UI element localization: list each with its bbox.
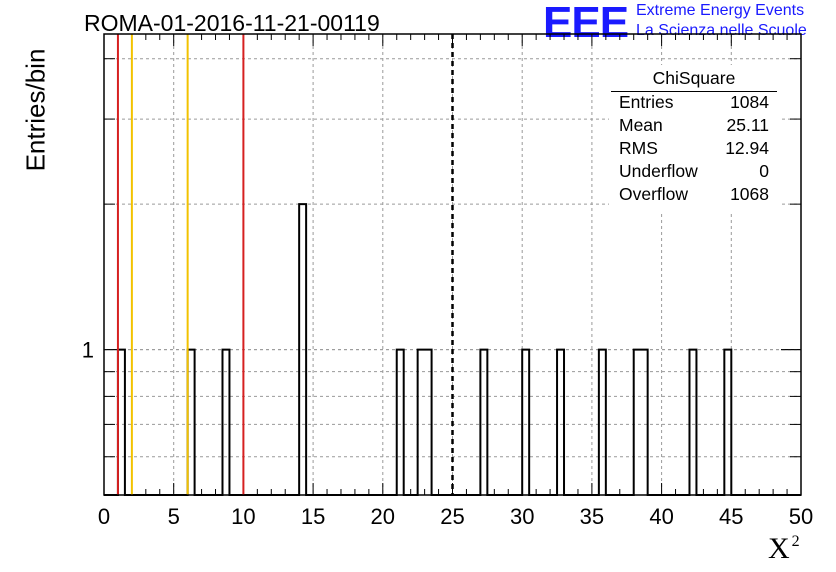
- x-tick-label: 35: [580, 504, 604, 529]
- x-tick-label: 10: [231, 504, 255, 529]
- eee-logo: EEE: [543, 0, 629, 47]
- plot-frame: [103, 33, 802, 496]
- stats-row: RMS 12.94: [619, 138, 769, 160]
- stats-value: 12.94: [725, 138, 769, 158]
- x-axis-label-sup: 2: [791, 533, 800, 550]
- x-tick-label: 25: [440, 504, 464, 529]
- y-tick-label: 1: [82, 338, 94, 363]
- stats-value: 1068: [730, 184, 769, 204]
- stats-label: RMS: [619, 138, 658, 158]
- chart-title: ROMA-01-2016-11-21-00119: [84, 10, 380, 36]
- stats-label: Overflow: [619, 184, 689, 204]
- x-tick-label: 30: [510, 504, 534, 529]
- stats-row: Mean 25.11: [619, 115, 769, 137]
- stats-row: Entries 1084: [619, 92, 769, 114]
- x-tick-label: 5: [168, 504, 180, 529]
- stats-box: ChiSquare Entries 1084 Mean 25.11 RMS 12.94 Un…: [609, 65, 779, 211]
- stats-row: Overflow 1068: [619, 184, 769, 206]
- x-tick-label: 45: [719, 504, 743, 529]
- x-tick-label: 0: [98, 504, 110, 529]
- stats-value: 0: [759, 161, 769, 181]
- x-axis-label-base: X: [768, 532, 790, 565]
- stats-label: Entries: [619, 92, 674, 112]
- x-tick-label: 20: [371, 504, 395, 529]
- stats-label: Mean: [619, 115, 663, 135]
- logo-line-1: Extreme Energy Events: [636, 2, 805, 19]
- x-tick-label: 50: [789, 504, 813, 529]
- stats-value: 1084: [730, 92, 769, 112]
- stats-label: Underflow: [619, 161, 698, 181]
- stats-title: ChiSquare: [652, 68, 736, 88]
- stats-row: Underflow 0: [619, 161, 769, 183]
- stats-divider: [611, 91, 777, 92]
- x-tick-label: 15: [301, 504, 325, 529]
- x-tick-label: 40: [649, 504, 673, 529]
- stats-value: 25.11: [726, 115, 770, 135]
